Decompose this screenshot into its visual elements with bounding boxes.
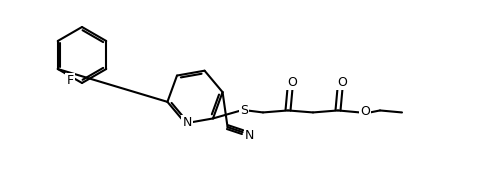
Text: F: F [66, 75, 73, 87]
Text: N: N [245, 129, 254, 142]
Text: S: S [240, 104, 248, 117]
Text: O: O [337, 76, 347, 89]
Text: O: O [287, 76, 297, 89]
Text: N: N [183, 116, 192, 129]
Text: O: O [360, 105, 370, 118]
